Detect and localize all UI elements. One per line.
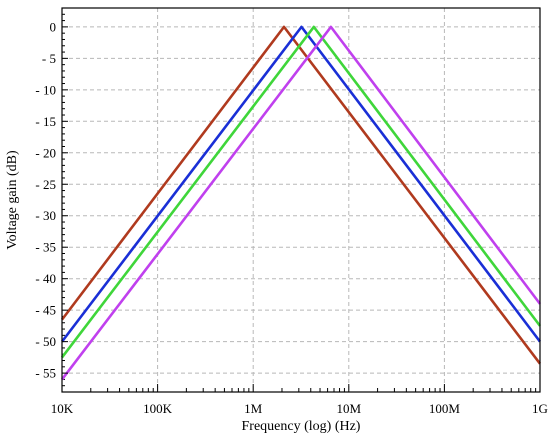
series-line-1 [60,25,542,365]
grid [62,8,540,392]
major-ticks [61,26,541,392]
y-tick-label: - 15 [35,114,56,129]
x-axis-title: Frequency (log) (Hz) [242,419,361,434]
series-line-4 [60,25,542,381]
x-tick-label: 100K [143,401,173,416]
series-line-3 [60,25,542,359]
series-group [60,25,542,381]
x-tick-label: 1M [244,401,263,416]
y-tick-label: - 55 [35,366,56,381]
y-tick-label: - 40 [35,271,56,286]
y-tick-label: - 35 [35,240,56,255]
y-tick-label: - 25 [35,177,56,192]
y-axis-title: Voltage gain (dB) [5,150,20,250]
y-tick-label: - 45 [35,303,56,318]
x-tick-label: 100M [429,401,461,416]
x-tick-label: 10M [337,401,362,416]
y-tick-label: - 50 [35,334,56,349]
x-tick-label: 1G [532,401,548,416]
x-tick-label: 10K [51,401,74,416]
plot-frame [61,7,541,393]
y-tick-label: - 30 [35,208,56,223]
x-tick-labels: 10K 100K 1M 10M 100M 1G [51,401,548,416]
minor-ticks [62,7,537,393]
y-tick-label: 0 [50,19,57,34]
y-tick-label: - 20 [35,145,56,160]
y-tick-label: - 10 [35,82,56,97]
series-line-2 [60,25,542,343]
y-tick-label: - 5 [42,51,56,66]
y-tick-labels: 0 - 5 - 10 - 15 - 20 - 25 - 30 - 35 - 40 - 45 - 50… [35,19,56,380]
